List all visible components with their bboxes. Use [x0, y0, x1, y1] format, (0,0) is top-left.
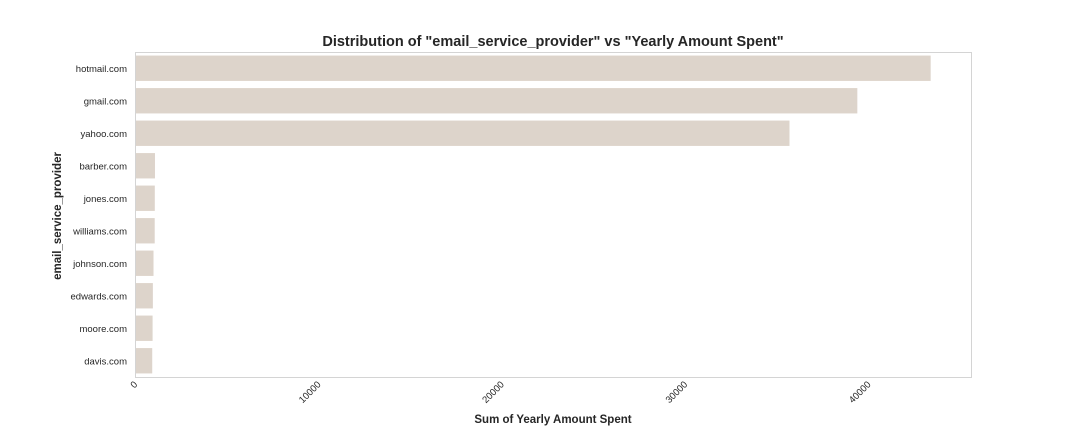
y-tick-label: johnson.com [72, 259, 127, 270]
y-tick-label: barber.com [79, 161, 127, 172]
bar-edwards-com [135, 283, 153, 309]
chart-title: Distribution of "email_service_provider"… [322, 34, 783, 50]
bar-williams-com [135, 218, 155, 244]
bar-gmail-com [135, 88, 858, 114]
y-tick-label: edwards.com [71, 291, 128, 302]
x-tick-label: 30000 [664, 379, 690, 405]
plot-frame [135, 52, 972, 378]
bar-hotmail-com [135, 55, 931, 81]
y-axis-label: email_service_provider [52, 152, 64, 280]
bar-moore-com [135, 315, 153, 341]
x-tick-label: 40000 [847, 379, 873, 405]
bar-barber-com [135, 153, 155, 179]
y-tick-label: yahoo.com [81, 129, 128, 140]
y-tick-label: williams.com [72, 226, 127, 237]
y-tick-label: jones.com [83, 194, 127, 205]
bar-johnson-com [135, 250, 154, 276]
x-axis-label: Sum of Yearly Amount Spent [474, 414, 631, 426]
y-tick-labels: hotmail.com gmail.com yahoo.com barber.com j… [71, 64, 128, 368]
y-tick-label: hotmail.com [76, 64, 127, 75]
x-tick-label: 10000 [297, 379, 323, 405]
x-tick-label: 20000 [480, 379, 506, 405]
y-tick-label: moore.com [79, 324, 127, 335]
y-tick-label: davis.com [84, 356, 127, 367]
bar-davis-com [135, 348, 153, 374]
x-tick-label: 0 [129, 379, 141, 391]
y-tick-label: gmail.com [84, 96, 127, 107]
x-tick-labels: 0 10000 20000 30000 40000 [129, 379, 874, 405]
bar-yahoo-com [135, 120, 790, 146]
bars-group [135, 55, 931, 374]
bar-jones-com [135, 185, 155, 211]
